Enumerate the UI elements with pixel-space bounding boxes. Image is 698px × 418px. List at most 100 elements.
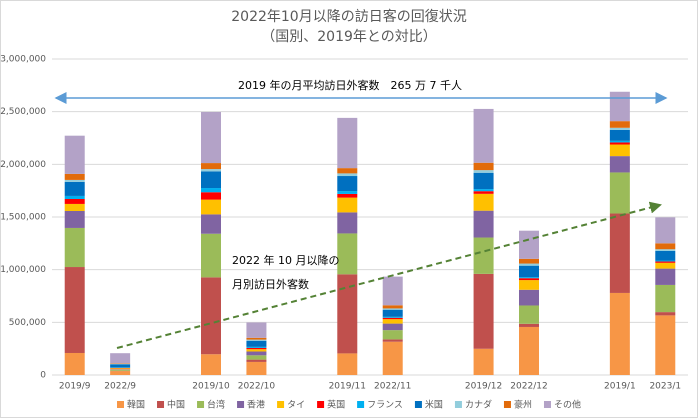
bar-segment	[201, 111, 221, 164]
bar-segment	[64, 173, 85, 180]
bar-segment	[473, 172, 494, 190]
legend-label: 英国	[327, 399, 345, 411]
annotation: 2019 年の月平均訪日外客数 265 万 7 千人	[238, 78, 462, 92]
bar-segment	[473, 237, 494, 274]
x-tick-label: 2022/11	[374, 382, 411, 392]
bar-segment	[519, 258, 539, 264]
bar-segment	[609, 142, 630, 145]
bar-segment	[64, 181, 85, 196]
bar-segment	[519, 278, 539, 281]
legend-swatch	[357, 401, 365, 408]
bar-segment	[337, 173, 358, 177]
x-tick-label: 2022/9	[104, 382, 136, 392]
legend-label: 米国	[425, 399, 443, 411]
bar-segment	[110, 371, 131, 375]
legend-label: 韓国	[127, 400, 145, 411]
legend-label: カナダ	[465, 399, 492, 411]
x-tick-label: 2022/12	[510, 382, 547, 392]
bar-segment	[655, 262, 676, 269]
bar-segment	[64, 227, 85, 268]
bar-segment	[609, 121, 630, 128]
legend: 韓国 中国 台湾 香港 タイ 英国 フランス 米国 カナダ 豪州 その他	[117, 399, 581, 411]
bar-segment	[473, 108, 494, 163]
bar-segment	[519, 289, 539, 306]
bar-segment	[519, 280, 539, 290]
legend-label: タイ	[287, 400, 305, 411]
bar-segment	[64, 210, 85, 228]
bar-segment	[519, 323, 539, 327]
bar-segment	[64, 267, 85, 353]
bar-segment	[519, 305, 539, 324]
bar-segment	[110, 364, 131, 368]
bar-segment	[246, 322, 267, 338]
x-tick-label: 2023/1	[649, 382, 681, 392]
bar-segment	[246, 339, 267, 341]
bar-segment	[655, 268, 676, 285]
annotation: 2022 年 10 月以降の	[232, 253, 339, 267]
bar-segment	[609, 140, 630, 143]
bar-segment	[64, 179, 85, 182]
legend-label: 中国	[167, 399, 185, 411]
bar-segment	[609, 172, 630, 214]
legend-swatch	[317, 401, 325, 408]
bar-segment	[382, 319, 403, 324]
bar-segment	[201, 354, 221, 375]
bar-segment	[655, 243, 676, 250]
bar-segment	[64, 195, 85, 199]
bar-segment	[246, 349, 267, 352]
bar-segment	[337, 233, 358, 275]
bar-segment	[201, 169, 221, 172]
annotation: 月別訪日外客数	[232, 277, 309, 291]
bar-segment	[110, 363, 131, 365]
plot: 0 500,000 1,000,000 1,500,000 2,000,000 2,500…	[0, 55, 688, 392]
bar-segment	[246, 337, 267, 340]
bar-segment	[382, 305, 403, 309]
bar-segment	[473, 273, 494, 349]
bar-segment	[519, 265, 539, 278]
bar-segment	[337, 212, 358, 234]
legend-swatch	[543, 401, 551, 408]
x-tick-label: 2019/12	[465, 382, 502, 392]
legend-swatch	[157, 401, 165, 408]
bar-segment	[201, 171, 221, 189]
y-tick-label: 2,500,000	[0, 107, 46, 117]
bar-segment	[382, 308, 403, 310]
bar-segment	[337, 274, 358, 354]
bar-segment	[609, 156, 630, 173]
bar-segment	[201, 277, 221, 355]
y-tick-label: 3,000,000	[0, 55, 46, 65]
bar-segment	[246, 346, 267, 348]
legend-swatch	[414, 401, 422, 408]
bar-segment	[382, 330, 403, 340]
bar-segment	[382, 317, 403, 320]
bar-segment	[337, 191, 358, 194]
bar-segment	[655, 261, 676, 263]
y-tick-label: 2,000,000	[0, 160, 46, 170]
bar-segment	[201, 214, 221, 234]
legend-swatch	[503, 401, 511, 408]
bar-segment	[246, 355, 267, 360]
y-tick-label: 500,000	[9, 318, 46, 328]
bar-segment	[609, 127, 630, 130]
x-tick-label: 2019/10	[192, 382, 230, 392]
bar-segment	[110, 368, 131, 370]
bar-segment	[473, 162, 494, 171]
bar-segment	[201, 233, 221, 278]
legend-label: その他	[554, 399, 581, 411]
x-tick-label: 2019/1	[604, 382, 636, 392]
x-tick-label: 2022/10	[238, 382, 276, 392]
bar-segment	[655, 260, 676, 262]
bar-segment	[337, 353, 358, 375]
bar-segment	[655, 315, 676, 375]
bar-segment	[110, 369, 131, 371]
legend-swatch	[197, 401, 205, 408]
legend-swatch	[454, 401, 462, 408]
bar-segment	[382, 276, 403, 306]
bar-segment	[337, 176, 358, 192]
bar-segment	[609, 91, 630, 122]
chart-subtitle: （国別、2019年との対比）	[261, 29, 437, 45]
bar-segment	[246, 361, 267, 375]
bar-segment	[382, 341, 403, 375]
bar-segment	[473, 193, 494, 211]
